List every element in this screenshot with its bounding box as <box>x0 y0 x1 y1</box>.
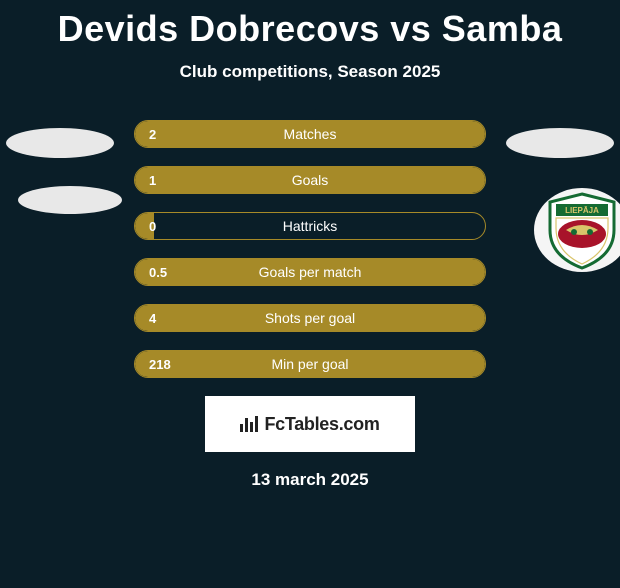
date: 13 march 2025 <box>0 470 620 490</box>
stat-label: Matches <box>135 121 485 147</box>
stat-label: Shots per goal <box>135 305 485 331</box>
bars-icon <box>240 416 260 432</box>
stat-bar: 1Goals <box>134 166 486 194</box>
stat-bar: 0Hattricks <box>134 212 486 240</box>
stat-bar: 0.5Goals per match <box>134 258 486 286</box>
stat-bar: 2Matches <box>134 120 486 148</box>
stat-label: Hattricks <box>135 213 485 239</box>
subtitle: Club competitions, Season 2025 <box>0 62 620 82</box>
comparison-chart: 2Matches 1Goals 0Hattricks 0.5Goals per mat… <box>0 120 620 378</box>
stat-label: Goals per match <box>135 259 485 285</box>
stat-bar: 4Shots per goal <box>134 304 486 332</box>
logo-text: FcTables.com <box>264 414 379 435</box>
page-title: Devids Dobrecovs vs Samba <box>0 8 620 50</box>
stat-label: Goals <box>135 167 485 193</box>
stat-label: Min per goal <box>135 351 485 377</box>
fctables-logo: FcTables.com <box>205 396 415 452</box>
stat-bar: 218Min per goal <box>134 350 486 378</box>
